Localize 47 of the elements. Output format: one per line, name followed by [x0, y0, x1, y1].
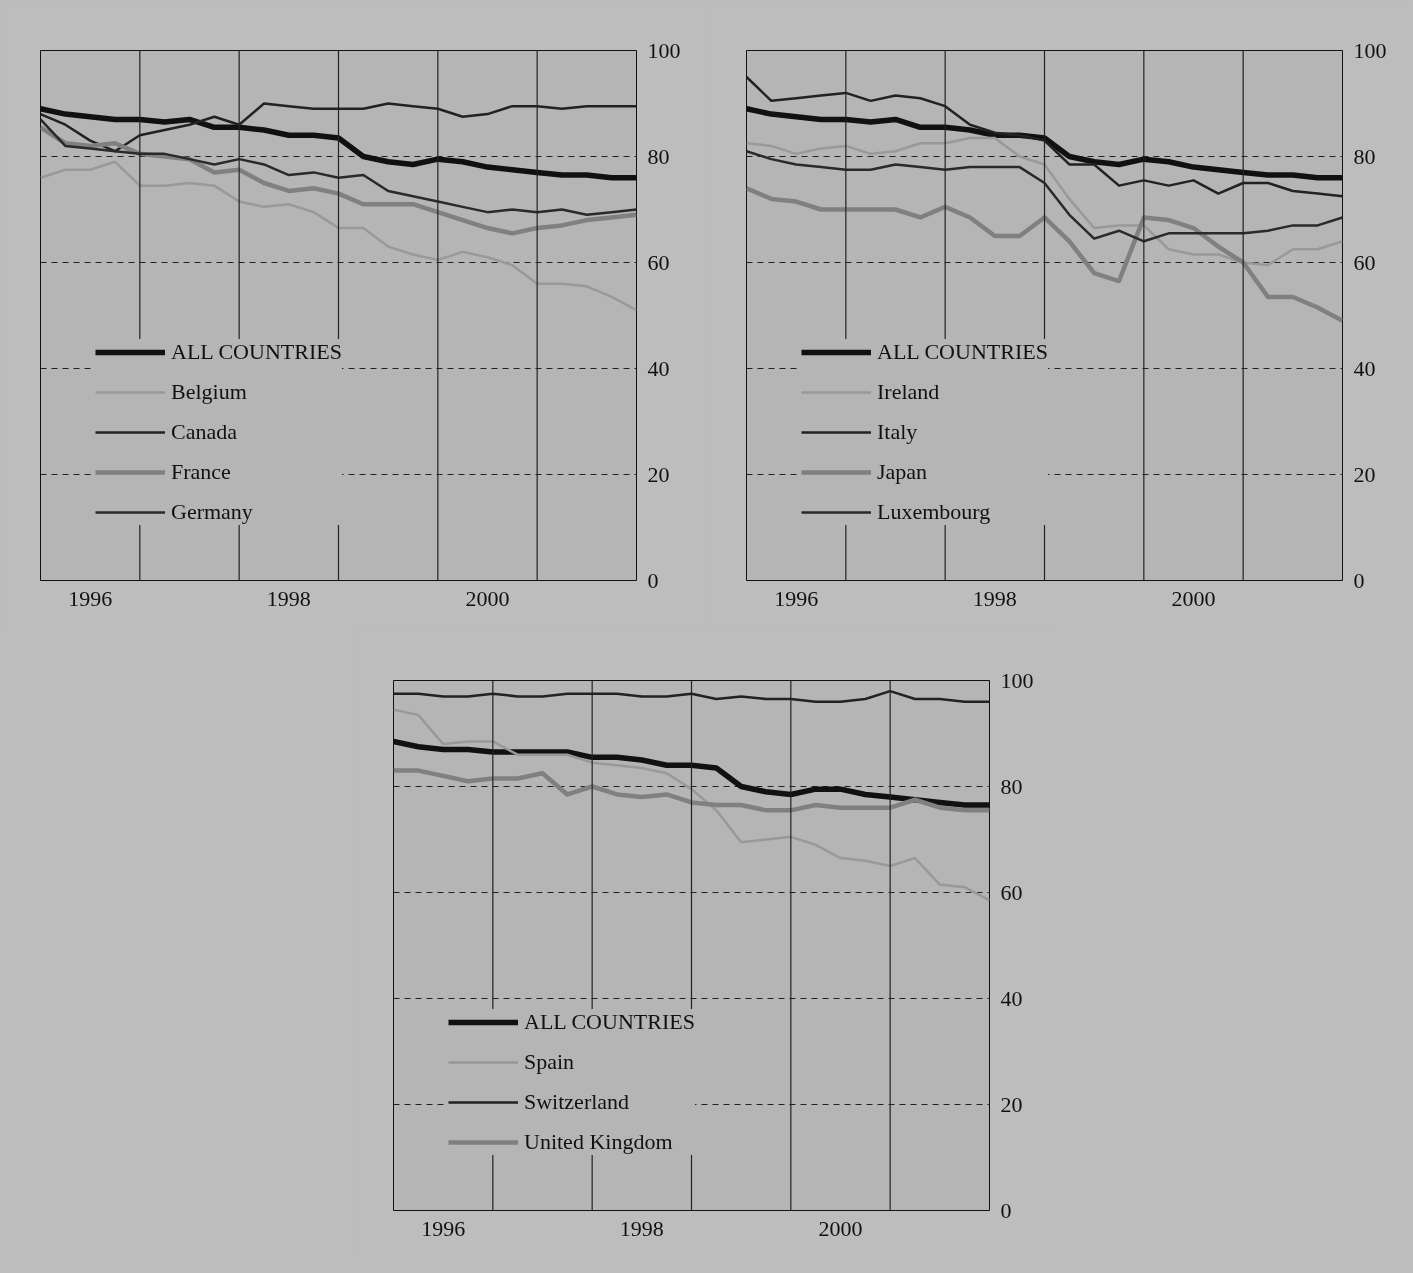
y-tick-label: 40	[1000, 985, 1023, 1011]
y-tick-label: 0	[647, 567, 659, 593]
y-tick-label: 80	[647, 143, 670, 169]
x-tick-label: 1998	[972, 585, 1017, 611]
legend-label: United Kingdom	[524, 1129, 673, 1155]
line-series	[393, 708, 990, 902]
legend-label: ALL COUNTRIES	[171, 339, 342, 365]
y-tick-label: 60	[1353, 249, 1376, 275]
y-tick-label: 40	[1353, 355, 1376, 381]
y-tick-label: 60	[1000, 879, 1023, 905]
y-tick-label: 60	[647, 249, 670, 275]
legend-label: Switzerland	[524, 1089, 630, 1115]
x-tick-label: 1996	[774, 585, 819, 611]
y-tick-label: 20	[1000, 1091, 1023, 1117]
line-series	[746, 186, 1343, 324]
y-tick-label: 100	[647, 37, 681, 63]
x-tick-label: 1996	[68, 585, 113, 611]
x-tick-label: 1998	[266, 585, 311, 611]
y-tick-label: 80	[1353, 143, 1376, 169]
legend-label: Spain	[524, 1049, 575, 1075]
y-tick-label: 0	[1000, 1197, 1012, 1223]
line-series	[746, 136, 1343, 267]
y-tick-label: 100	[1353, 37, 1387, 63]
x-tick-label: 2000	[1171, 585, 1216, 611]
y-tick-label: 40	[647, 355, 670, 381]
line-series	[40, 125, 637, 236]
y-tick-label: 80	[1000, 773, 1023, 799]
y-tick-label: 20	[1353, 461, 1376, 487]
legend-label: Japan	[877, 459, 928, 485]
y-tick-label: 20	[647, 461, 670, 487]
y-tick-label: 0	[1353, 567, 1365, 593]
line-series	[393, 768, 990, 813]
legend-label: Ireland	[877, 379, 940, 405]
legend-label: France	[171, 459, 231, 485]
x-tick-label: 1996	[421, 1215, 466, 1241]
legend-label: Belgium	[171, 379, 247, 405]
y-tick-label: 100	[1000, 667, 1034, 693]
x-tick-label: 2000	[465, 585, 510, 611]
legend-label: ALL COUNTRIES	[524, 1009, 695, 1035]
legend-label: Germany	[171, 499, 253, 525]
x-tick-label: 1998	[619, 1215, 664, 1241]
x-tick-label: 2000	[818, 1215, 863, 1241]
legend-label: Canada	[171, 419, 237, 445]
legend-label: Italy	[877, 419, 918, 445]
legend-label: ALL COUNTRIES	[877, 339, 1048, 365]
line-series	[40, 160, 637, 312]
legend-label: Luxembourg	[877, 499, 991, 525]
